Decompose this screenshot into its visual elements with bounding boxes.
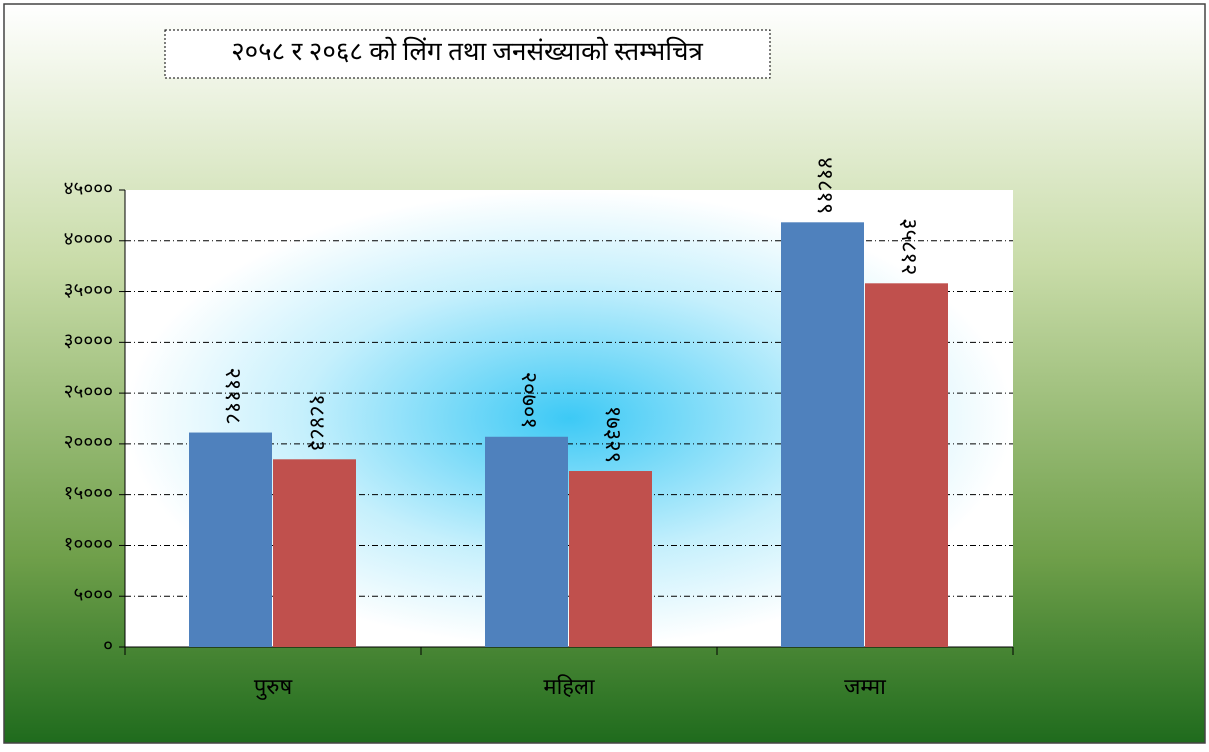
data-label: ३५८१२ [897,218,922,275]
data-label: १७३२९ [601,406,626,463]
bar [189,432,272,647]
data-label: ४१८१९ [813,157,838,214]
y-tick-label: २०००० [64,432,113,453]
bar [485,436,568,647]
x-tick-label: पुरुष [254,674,294,700]
data-label: २१११८ [221,367,246,424]
y-tick-label: १०००० [64,534,113,555]
y-tick-label: ४०००० [64,229,113,250]
title-box [164,29,771,79]
data-label: २०७०१ [517,372,542,429]
bar [781,222,864,648]
x-tick-label: जम्मा [844,674,886,699]
y-tick-label: ५००० [73,585,113,606]
bar [865,283,948,647]
chart-title: २०५८ र २०६८ को लिंग तथा जनसंख्याको स्तम्… [231,36,703,66]
plot-layer: ० ५००० १०००० १५००० २०००० २५००० ३०००० ३५००० ४००००… [64,157,1014,700]
y-tick-label: ३०००० [64,331,113,352]
x-tick-label: महिला [543,674,594,699]
bar [273,459,356,647]
y-tick-label: २५००० [64,381,113,402]
bar [569,471,652,647]
y-tick-label: १५००० [64,483,113,504]
data-label: १८४८३ [305,394,330,451]
y-tick-label: ० [103,635,113,656]
y-tick-label: ४५००० [64,178,113,199]
y-tick-label: ३५००० [64,280,113,301]
